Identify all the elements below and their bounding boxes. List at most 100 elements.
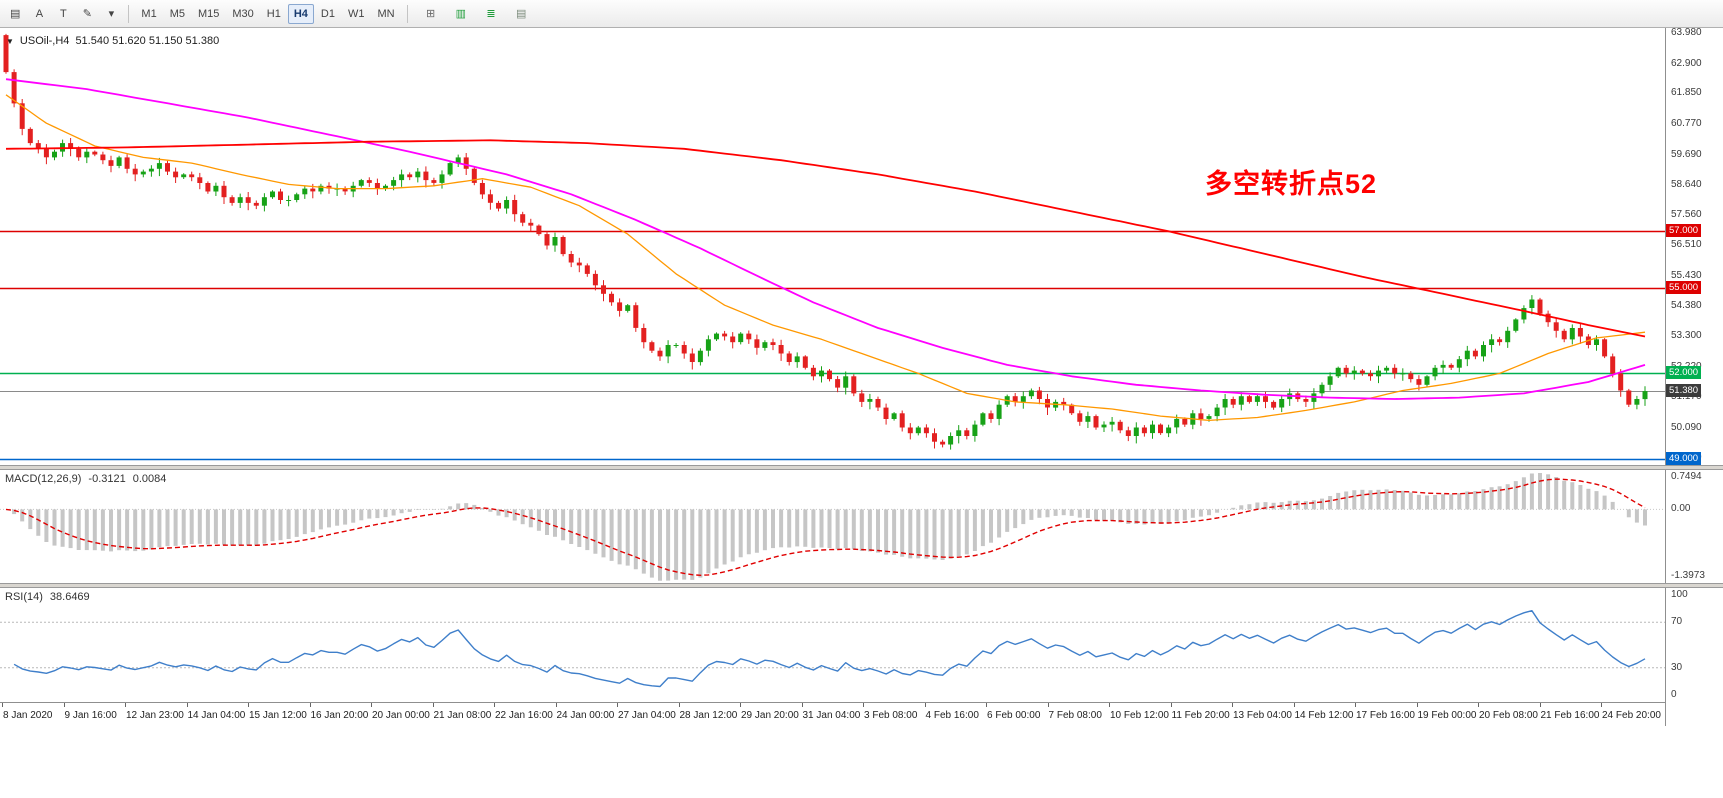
macd-histogram: [12, 473, 1648, 581]
time-label: 20 Feb 08:00: [1479, 710, 1538, 721]
time-label: 4 Feb 16:00: [925, 710, 979, 721]
time-label: 8 Jan 2020: [3, 710, 53, 721]
rsi-label: RSI(14) 38.6469: [5, 591, 90, 603]
time-label: 3 Feb 08:00: [864, 710, 918, 721]
main-chart-pane[interactable]: ▼ USOil-,H4 51.540 51.620 51.150 51.380 …: [0, 28, 1665, 465]
price-tick-label: 63.980: [1671, 26, 1702, 38]
time-tick: [986, 703, 987, 707]
timeframe-group: M1 M5 M15 M30 H1 H4 D1 W1 MN: [135, 3, 400, 24]
timeframe-w1-button[interactable]: W1: [347, 7, 365, 20]
timeframe-d1-button[interactable]: D1: [320, 7, 335, 20]
tile-windows-icon[interactable]: ⊞: [425, 8, 436, 20]
rsi-chart[interactable]: [0, 588, 1665, 702]
time-tick: [63, 703, 65, 707]
draw-pencil-icon[interactable]: ✎: [82, 8, 93, 20]
time-tick: [1601, 703, 1602, 707]
timeframe-h4-button[interactable]: H4: [287, 3, 314, 24]
time-tick: [801, 703, 803, 707]
price-scale[interactable]: 63.980 62.900 61.850 60.770 59.690 58.640 57.5…: [1665, 26, 1723, 726]
time-tick: [1293, 703, 1295, 707]
time-label: 9 Jan 16:00: [64, 710, 117, 721]
annotate-a-button[interactable]: A: [35, 7, 44, 20]
price-tick-label: 53.300: [1671, 330, 1702, 342]
ma-slow-red: [5, 139, 1646, 338]
timeframe-m15-button[interactable]: M15: [197, 7, 220, 20]
timeframe-h1-button[interactable]: H1: [266, 7, 281, 20]
candlestick-chart[interactable]: [0, 28, 1665, 465]
timeframe-m30-button[interactable]: M30: [232, 7, 254, 20]
price-tick-label: 54.380: [1671, 299, 1702, 311]
annotate-t-button[interactable]: T: [60, 7, 67, 20]
time-tick: [678, 703, 680, 707]
rsi-pane[interactable]: RSI(14) 38.6469: [0, 588, 1665, 702]
time-label: 24 Feb 20:00: [1602, 710, 1661, 721]
time-label: 13 Feb 04:00: [1233, 710, 1292, 721]
time-label: 20 Jan 00:00: [372, 710, 430, 721]
time-label: 24 Jan 00:00: [556, 710, 615, 721]
time-tick: [1416, 703, 1418, 707]
price-tick-label: 61.850: [1671, 87, 1702, 99]
pane-splitter[interactable]: [0, 465, 1723, 470]
ohlc-values: 51.540 51.620 51.150 51.380: [75, 35, 220, 47]
time-tick: [863, 703, 864, 707]
time-tick: [1170, 703, 1172, 707]
rsi-line: [13, 610, 1646, 688]
chart-bars-green-icon[interactable]: ▥: [455, 8, 466, 20]
time-tick: [371, 703, 372, 707]
time-label: 15 Jan 12:00: [249, 710, 307, 721]
charts-list-icon[interactable]: ▤: [10, 8, 21, 20]
timeframe-m5-button[interactable]: M5: [169, 7, 185, 20]
macd-label: MACD(12,26,9) -0.3121 0.0084: [5, 473, 167, 485]
price-badge-55.000: 55.000: [1666, 281, 1702, 295]
pane-splitter[interactable]: [0, 583, 1723, 588]
time-label: 21 Feb 16:00: [1540, 710, 1600, 721]
macd-chart[interactable]: [0, 470, 1665, 583]
price-tick-label: 55.430: [1671, 269, 1702, 281]
time-label: 17 Feb 16:00: [1356, 710, 1415, 721]
macd-scale-top: 0.7494: [1671, 471, 1702, 482]
time-label: 14 Jan 04:00: [187, 710, 246, 721]
chart-candles-green-icon[interactable]: ≣: [486, 8, 496, 20]
time-tick: [2, 703, 3, 707]
rsi-scale-30: 30: [1671, 661, 1683, 673]
price-badge-51.380: 51.380: [1666, 384, 1702, 398]
time-tick: [186, 703, 188, 707]
annotation-text[interactable]: 多空转折点52: [1205, 169, 1378, 199]
rsi-value: 38.6469: [49, 591, 90, 603]
rsi-scale-100: 100: [1671, 589, 1688, 600]
time-label: 21 Jan 08:00: [433, 710, 492, 721]
price-tick-label: 58.640: [1671, 178, 1702, 190]
dropdown-arrow-icon[interactable]: ▾: [108, 8, 115, 20]
time-label: 10 Feb 12:00: [1110, 710, 1169, 721]
symbol-period-label: USOil-,H4: [19, 35, 70, 47]
time-label: 31 Jan 04:00: [802, 710, 861, 721]
macd-pane[interactable]: MACD(12,26,9) -0.3121 0.0084: [0, 470, 1665, 583]
ma-mid-magenta: [5, 78, 1646, 400]
time-label: 27 Jan 04:00: [618, 710, 676, 721]
time-label: 7 Feb 08:00: [1048, 710, 1102, 721]
chart-line-icon[interactable]: ▤: [515, 8, 527, 20]
price-tick-label: 62.900: [1671, 57, 1702, 69]
time-tick: [924, 703, 926, 707]
macd-scale-zero: 0.00: [1671, 503, 1691, 515]
time-label: 19 Feb 00:00: [1417, 710, 1477, 721]
macd-name: MACD(12,26,9): [5, 473, 82, 485]
time-tick: [1109, 703, 1110, 707]
time-tick: [248, 703, 249, 707]
macd-signal-line: [5, 478, 1646, 577]
chevron-down-icon[interactable]: ▼: [6, 36, 14, 46]
time-label: 12 Jan 23:00: [126, 710, 184, 721]
macd-scale-bottom: -1.3973: [1671, 570, 1705, 581]
time-tick: [555, 703, 557, 707]
candles: [3, 33, 1648, 450]
toolbar-separator: [128, 4, 130, 23]
timeframe-mn-button[interactable]: MN: [377, 7, 395, 20]
time-tick: [1539, 703, 1541, 707]
price-badge-52.000: 52.000: [1666, 366, 1702, 380]
time-axis[interactable]: 8 Jan 2020 9 Jan 16:00 12 Jan 23:00 14 Jan …: [0, 702, 1665, 726]
time-tick: [1232, 703, 1233, 707]
toolbar-right-icons: ⊞ ▥ ≣ ▤: [420, 4, 533, 24]
timeframe-m1-button[interactable]: M1: [141, 7, 157, 20]
price-tick-label: 50.090: [1671, 421, 1702, 433]
chart-title: ▼ USOil-,H4 51.540 51.620 51.150 51.380: [6, 35, 219, 47]
